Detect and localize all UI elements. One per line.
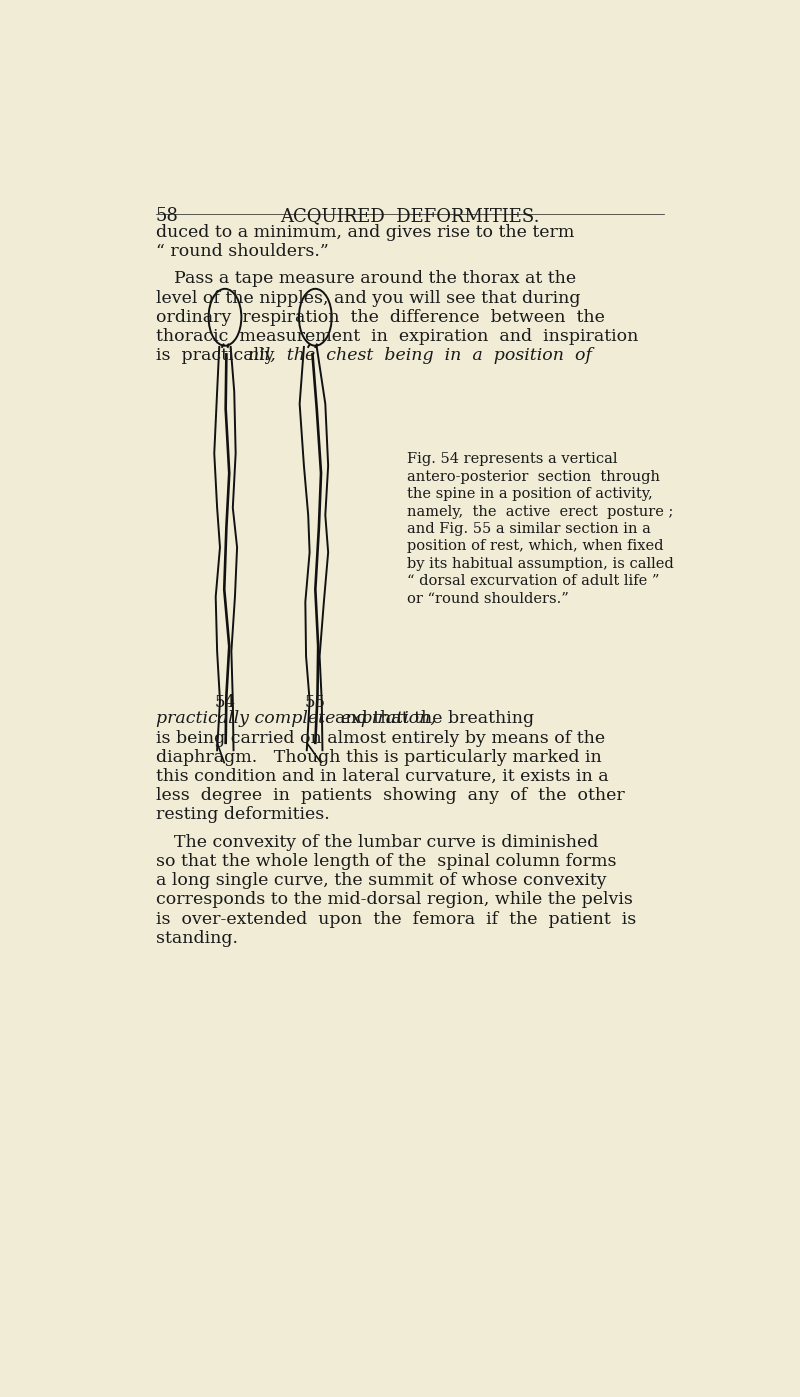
Text: 58: 58 <box>156 207 178 225</box>
Text: this condition and in lateral curvature, it exists in a: this condition and in lateral curvature,… <box>156 768 609 785</box>
Text: and that the breathing: and that the breathing <box>325 711 534 728</box>
Text: Pass a tape measure around the thorax at the: Pass a tape measure around the thorax at… <box>174 271 577 288</box>
Text: a long single curve, the summit of whose convexity: a long single curve, the summit of whose… <box>156 872 606 890</box>
Text: by its habitual assumption, is called: by its habitual assumption, is called <box>407 557 674 571</box>
Text: diaphragm.   Though this is particularly marked in: diaphragm. Though this is particularly m… <box>156 749 602 766</box>
Text: 54: 54 <box>215 694 236 711</box>
Text: resting deformities.: resting deformities. <box>156 806 330 823</box>
Text: corresponds to the mid-dorsal region, while the pelvis: corresponds to the mid-dorsal region, wh… <box>156 891 633 908</box>
Text: is being carried on almost entirely by means of the: is being carried on almost entirely by m… <box>156 729 605 746</box>
Text: thoracic  measurement  in  expiration  and  inspiration: thoracic measurement in expiration and i… <box>156 328 638 345</box>
Text: 55: 55 <box>305 694 326 711</box>
Text: is  practically: is practically <box>156 346 280 365</box>
Text: and Fig. 55 a similar section in a: and Fig. 55 a similar section in a <box>407 522 650 536</box>
Text: or “round shoulders.”: or “round shoulders.” <box>407 592 569 606</box>
Text: standing.: standing. <box>156 929 238 947</box>
Text: less  degree  in  patients  showing  any  of  the  other: less degree in patients showing any of t… <box>156 787 625 805</box>
Text: The convexity of the lumbar curve is diminished: The convexity of the lumbar curve is dim… <box>174 834 598 851</box>
Text: Fig. 54 represents a vertical: Fig. 54 represents a vertical <box>407 453 618 467</box>
Text: level of the nipples, and you will see that during: level of the nipples, and you will see t… <box>156 289 580 306</box>
Text: nil,  the  chest  being  in  a  position  of: nil, the chest being in a position of <box>247 346 591 365</box>
Text: “ dorsal excurvation of adult life ”: “ dorsal excurvation of adult life ” <box>407 574 659 588</box>
Text: “ round shoulders.”: “ round shoulders.” <box>156 243 329 260</box>
Text: so that the whole length of the  spinal column forms: so that the whole length of the spinal c… <box>156 854 616 870</box>
Text: practically complete expiration,: practically complete expiration, <box>156 711 436 728</box>
Text: antero-posterior  section  through: antero-posterior section through <box>407 469 660 483</box>
Text: ACQUIRED  DEFORMITIES.: ACQUIRED DEFORMITIES. <box>280 207 540 225</box>
Text: duced to a minimum, and gives rise to the term: duced to a minimum, and gives rise to th… <box>156 224 574 240</box>
Text: ordinary  respiration  the  difference  between  the: ordinary respiration the difference betw… <box>156 309 605 326</box>
Text: namely,  the  active  erect  posture ;: namely, the active erect posture ; <box>407 504 674 518</box>
Text: the spine in a position of activity,: the spine in a position of activity, <box>407 488 653 502</box>
Text: position of rest, which, when fixed: position of rest, which, when fixed <box>407 539 663 553</box>
Text: is  over-extended  upon  the  femora  if  the  patient  is: is over-extended upon the femora if the … <box>156 911 636 928</box>
